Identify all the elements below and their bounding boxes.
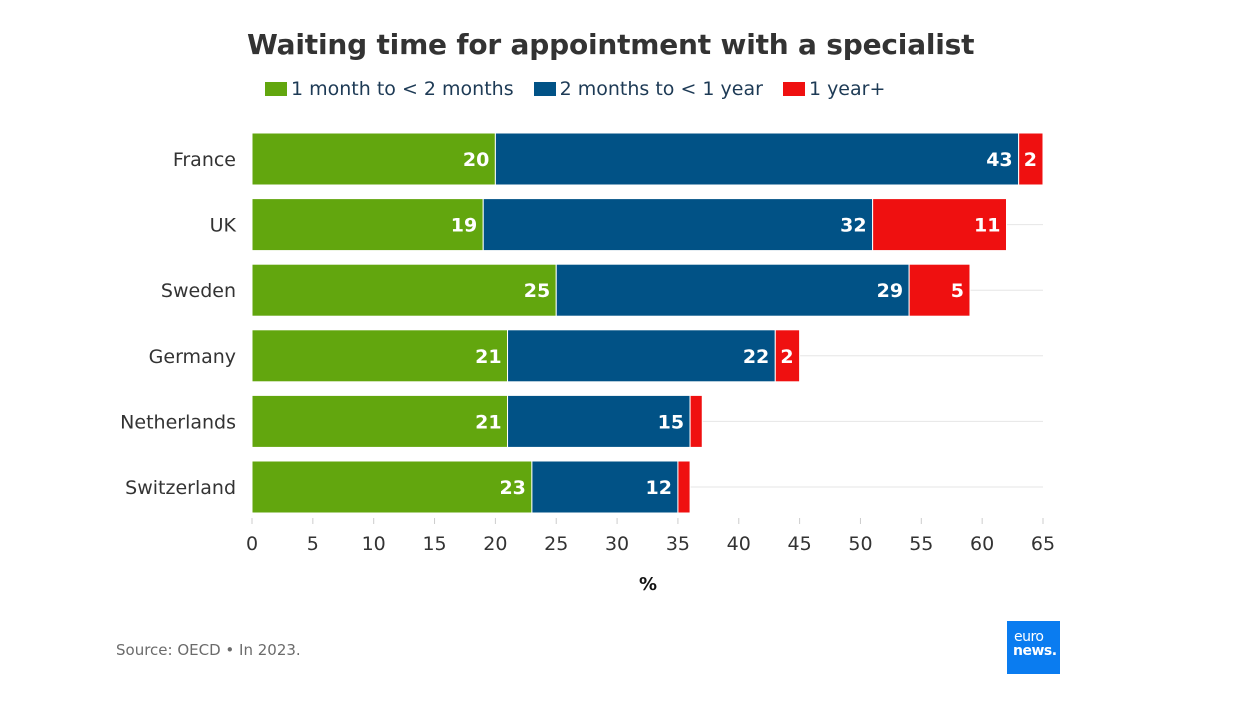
bar-segment: [677, 460, 691, 514]
data-label: 19: [451, 215, 477, 237]
legend-item-series-1: 1 month to < 2 months: [265, 78, 514, 100]
legend: 1 month to < 2 months 2 months to < 1 ye…: [265, 78, 905, 100]
bar-segment: [251, 329, 509, 383]
x-tick-label: 30: [605, 533, 629, 555]
data-label: 20: [463, 149, 489, 171]
x-tick-label: 40: [727, 533, 751, 555]
x-tick-label: 65: [1031, 533, 1055, 555]
data-label: 32: [840, 215, 866, 237]
bar-segment: [531, 460, 679, 514]
x-tick-label: 25: [544, 533, 568, 555]
data-label: 43: [986, 149, 1012, 171]
bar-segment: [908, 263, 971, 317]
legend-item-series-3: 1 year+: [782, 78, 886, 100]
data-label: 11: [974, 215, 1000, 237]
legend-label-series-1: 1 month to < 2 months: [291, 78, 514, 100]
bar-segment: [494, 132, 1020, 186]
category-label: Netherlands: [120, 411, 236, 433]
data-label: 22: [743, 346, 769, 368]
x-tick-label: 15: [422, 533, 446, 555]
data-label: 29: [877, 280, 903, 302]
x-tick-label: 5: [307, 533, 319, 555]
x-tick-label: 60: [970, 533, 994, 555]
data-label: 2: [1024, 149, 1037, 171]
logo-text-line1: euro: [1014, 629, 1044, 645]
bar-segment: [251, 394, 509, 448]
x-axis-label: %: [639, 574, 657, 595]
x-tick-label: 10: [362, 533, 386, 555]
bar-segment: [251, 263, 557, 317]
data-label: 12: [645, 477, 671, 499]
chart-title: Waiting time for appointment with a spec…: [247, 28, 975, 61]
x-tick-label: 0: [246, 533, 258, 555]
legend-swatch-series-2: [533, 82, 556, 96]
data-label: 21: [475, 411, 501, 433]
category-label: Germany: [149, 346, 236, 368]
x-tick-label: 50: [848, 533, 872, 555]
category-label: UK: [210, 215, 237, 237]
legend-label-series-2: 2 months to < 1 year: [559, 78, 763, 100]
legend-label-series-3: 1 year+: [808, 78, 886, 100]
legend-item-series-2: 2 months to < 1 year: [533, 78, 763, 100]
bar-segment: [251, 132, 496, 186]
data-label: 25: [524, 280, 550, 302]
legend-swatch-series-1: [265, 82, 287, 96]
bar-segment: [507, 394, 691, 448]
bar-segment: [774, 329, 801, 383]
bar-segment: [482, 198, 874, 252]
euronews-logo: euro news.: [1007, 621, 1060, 674]
x-tick-label: 45: [788, 533, 812, 555]
bar-segment: [251, 460, 533, 514]
data-label: 15: [658, 411, 684, 433]
bar-segment: [507, 329, 776, 383]
logo-text-line2: news.: [1013, 643, 1057, 659]
legend-swatch-series-3: [782, 82, 805, 96]
data-label: 21: [475, 346, 501, 368]
bar-segment: [689, 394, 703, 448]
category-label: Sweden: [161, 280, 236, 302]
bar-segment: [251, 198, 484, 252]
data-label: 23: [499, 477, 525, 499]
x-tick-label: 20: [483, 533, 507, 555]
bar-segment: [1018, 132, 1044, 186]
bar-segment: [872, 198, 1007, 252]
category-label: Switzerland: [125, 477, 236, 499]
x-tick-label: 55: [909, 533, 933, 555]
source-note: Source: OECD • In 2023.: [116, 641, 301, 659]
bar-segment: [555, 263, 910, 317]
x-tick-label: 35: [666, 533, 690, 555]
data-label: 2: [780, 346, 793, 368]
data-label: 5: [951, 280, 964, 302]
category-label: France: [173, 149, 236, 171]
